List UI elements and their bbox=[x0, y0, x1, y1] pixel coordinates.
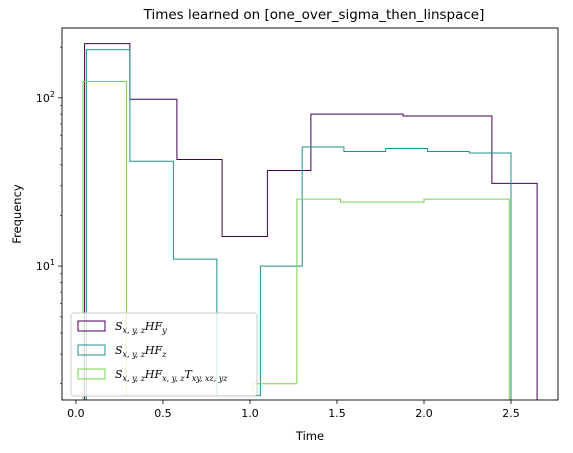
y-tick-label-0: 101 bbox=[36, 258, 55, 273]
x-tick-label-2: 1.0 bbox=[241, 407, 259, 420]
plot-frame bbox=[61, 27, 559, 401]
x-tick-label-1: 0.5 bbox=[154, 407, 172, 420]
legend: Sx, y, z​HFy​ Sx, y, z​HFz​ Sx, y, z​HFx, … bbox=[70, 312, 258, 397]
legend-swatch-1 bbox=[77, 320, 106, 332]
legend-swatch-2 bbox=[77, 344, 106, 356]
x-tick-label-4: 2.0 bbox=[415, 407, 433, 420]
x-tick-label-3: 1.5 bbox=[328, 407, 346, 420]
legend-label-3: Sx, y, z​HFx, y, z​Txy, xz, yz​ bbox=[115, 368, 228, 383]
x-axis-label: Time bbox=[295, 429, 324, 443]
x-tick-label-5: 2.5 bbox=[502, 407, 520, 420]
series-line-3 bbox=[82, 81, 510, 400]
series-line-2 bbox=[85, 49, 512, 400]
axes-layer: 0.0 0.5 1.0 1.5 2.0 2.5 101 102 bbox=[36, 46, 520, 420]
y-tick-label-1: 102 bbox=[36, 90, 55, 105]
series-layer bbox=[82, 43, 538, 400]
y-axis-label: Frequency bbox=[10, 184, 24, 244]
legend-swatch-3 bbox=[77, 368, 106, 380]
x-tick-label-0: 0.0 bbox=[67, 407, 85, 420]
legend-label-1: Sx, y, z​HFy​ bbox=[115, 320, 167, 335]
legend-box bbox=[70, 312, 258, 397]
legend-label-2: Sx, y, z​HFz​ bbox=[115, 344, 167, 359]
chart-title: Times learned on [one_over_sigma_then_li… bbox=[143, 7, 485, 23]
